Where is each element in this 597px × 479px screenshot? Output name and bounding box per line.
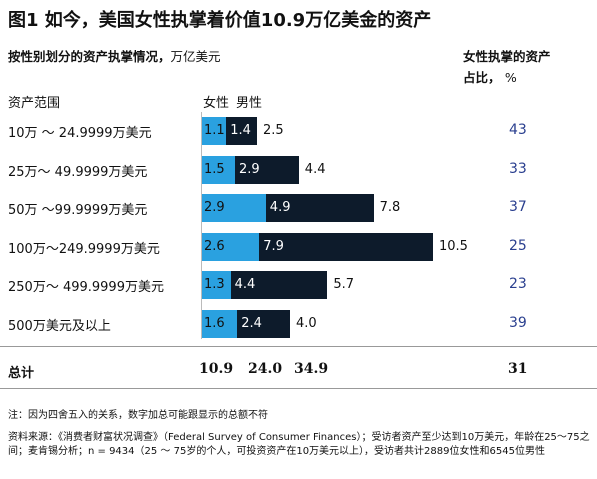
female-share-value: 39 (509, 314, 527, 331)
female-share-value: 33 (509, 160, 527, 177)
bar-label-male: 2.9 (239, 161, 260, 177)
bar-label-female: 2.6 (204, 238, 225, 254)
bar-male (237, 309, 290, 338)
bar-male (226, 117, 257, 145)
bar-female (202, 271, 231, 299)
bar-female (202, 117, 227, 145)
bar-label-male: 4.9 (269, 200, 291, 215)
row-total-label: 5.7 (333, 277, 355, 292)
bar-male (259, 232, 433, 261)
share-header-unit: % (504, 70, 517, 85)
row-total-label: 10.5 (439, 238, 468, 254)
bar-female (202, 232, 260, 261)
row-total-label: 4.4 (304, 161, 326, 177)
bar-label-female: 1.3 (204, 277, 225, 292)
total-share: 31 (508, 361, 528, 377)
legend-male: 男性 (236, 96, 263, 111)
category-label: 10万 ～ 24.9999万美元 (8, 126, 152, 141)
row-total-label: 7.8 (379, 200, 401, 215)
range-column-header: 资产范围 (8, 96, 61, 111)
subtitle-unit: 万亿美元 (170, 49, 221, 64)
row-total-label: 4.0 (296, 315, 317, 331)
totals-bottom-rule (0, 388, 597, 389)
bar-label-male: 1.4 (230, 123, 251, 138)
category-label: 25万～ 49.9999万美元 (8, 164, 148, 180)
bar-female (202, 194, 266, 222)
bar-female (202, 155, 235, 184)
bar-female (202, 309, 238, 338)
bar-male (265, 194, 374, 222)
category-label: 500万美元及以上 (8, 318, 111, 334)
total-all: 34.9 (294, 361, 329, 377)
bar-label-female: 1.5 (204, 161, 225, 177)
bar-label-male: 7.9 (263, 238, 284, 254)
total-female: 10.9 (199, 361, 234, 377)
legend-female: 女性 (203, 96, 230, 111)
bar-male (230, 271, 328, 299)
bar-male (235, 155, 299, 184)
female-share-value: 23 (509, 276, 527, 292)
category-label: 100万～249.9999万美元 (8, 241, 160, 257)
female-share-value: 43 (509, 122, 527, 138)
share-header-line2: 占比， (463, 70, 501, 85)
row-total-label: 2.5 (263, 123, 284, 138)
subtitle-text: 按性别划分的资产执掌情况， (8, 49, 171, 64)
footnote: 注：因为四舍五入的关系，数字加总可能跟显示的总额不符 (8, 410, 268, 421)
totals-top-rule (0, 346, 597, 347)
bar-label-male: 4.4 (234, 277, 256, 292)
category-label: 250万～ 499.9999万美元 (8, 280, 164, 295)
category-label: 50万 ～99.9999万美元 (8, 203, 148, 218)
bar-label-male: 2.4 (241, 315, 262, 331)
female-share-value: 37 (509, 199, 527, 215)
total-male: 24.0 (248, 361, 283, 377)
total-label: 总计 (8, 366, 35, 381)
female-share-value: 25 (509, 237, 527, 254)
share-column-header: 女性执掌的资产 占比， % (463, 46, 551, 88)
share-header-line1: 女性执掌的资产 (463, 49, 551, 64)
bar-label-female: 2.9 (204, 200, 225, 215)
chart-title: 图1 如今，美国女性执掌着价值10.9万亿美金的资产 (8, 10, 432, 31)
bar-label-female: 1.6 (204, 315, 225, 331)
chart-subtitle: 按性别划分的资产执掌情况，万亿美元 (8, 46, 221, 65)
source-note: 资料来源：《消费者财富状况调查》（Federal Survey of Consu… (8, 432, 590, 457)
bar-label-female: 1.1 (204, 123, 225, 138)
chart-baseline (201, 112, 202, 339)
